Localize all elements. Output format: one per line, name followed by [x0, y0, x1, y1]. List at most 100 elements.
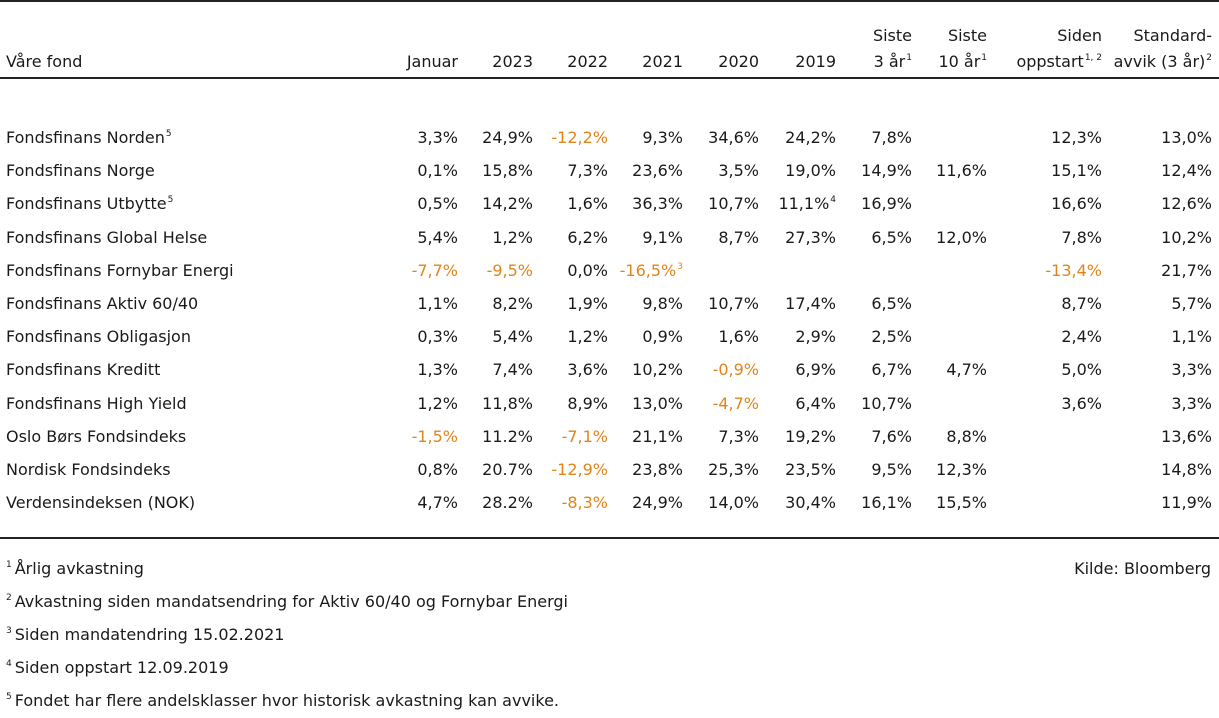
table-cell: 10,2% — [632, 360, 683, 380]
fund-name: Fondsfinans Norden5 — [6, 128, 172, 147]
column-header: 2022 — [567, 52, 608, 71]
table-cell: 23,8% — [632, 460, 683, 479]
table-cell: 7,6% — [871, 426, 912, 446]
table-cell: 21,1% — [632, 426, 683, 446]
table-cell: 1,6% — [567, 194, 608, 214]
column-header: 3 år1 — [873, 52, 912, 71]
table-cell: 1,1% — [1171, 327, 1212, 347]
footnote-ref: 2 — [6, 593, 12, 603]
column-header: Våre fond — [6, 52, 83, 71]
fund-name: Fondsfinans Global Helse — [6, 227, 208, 247]
table-cell: 0,1% — [417, 161, 458, 181]
footnote-text: Fondet har flere andelsklasser hvor hist… — [14, 691, 559, 710]
table-cell: 0,8% — [417, 460, 458, 479]
table-cell: 27,3% — [785, 227, 836, 247]
table-cell: 34,6% — [708, 128, 759, 147]
footnote-ref: 4 — [830, 195, 836, 206]
footnote-ref: 5 — [6, 692, 12, 702]
table-cell: 7,4% — [492, 360, 533, 380]
table-cell: 20.7% — [482, 460, 533, 479]
table-cell: 19,0% — [785, 161, 836, 181]
table-cell: 15,1% — [1051, 161, 1102, 181]
table-cell: 0,9% — [642, 327, 683, 347]
footnote-ref: 1 — [981, 53, 987, 63]
column-header: Standard- — [1133, 26, 1212, 45]
table-cell: 24,2% — [785, 128, 836, 147]
table-cell: 11,6% — [936, 161, 987, 181]
column-header: 10 år1 — [938, 52, 987, 71]
footnote-ref: 4 — [6, 659, 12, 669]
table-cell: 1,9% — [567, 294, 608, 313]
table-cell: 9,5% — [871, 460, 912, 479]
table-cell: 3,3% — [1171, 393, 1212, 413]
table-cell: 6,7% — [871, 360, 912, 380]
table-cell: 10,7% — [861, 393, 912, 413]
table-cell: 10,7% — [708, 194, 759, 214]
table-cell: 7,3% — [567, 161, 608, 181]
table-cell: 8,2% — [492, 294, 533, 313]
table-cell: 8,7% — [1061, 294, 1102, 313]
table-cell: 2,4% — [1061, 327, 1102, 347]
table-cell: -13,4% — [1045, 260, 1102, 280]
table-cell: 3,6% — [1061, 393, 1102, 413]
footnote-text: Avkastning siden mandatsendring for Akti… — [14, 592, 568, 611]
table-cell: 24,9% — [632, 493, 683, 513]
table-cell: 14,2% — [482, 194, 533, 214]
table-cell: 11,9% — [1161, 493, 1212, 513]
table-cell: 6,4% — [795, 393, 836, 413]
table-cell: 14,8% — [1161, 460, 1212, 479]
table-cell: 7,3% — [718, 426, 759, 446]
table-cell: -7,1% — [561, 426, 608, 446]
table-cell: -4,7% — [712, 393, 759, 413]
table-cell: 16,1% — [861, 493, 912, 513]
table-cell: 16,9% — [861, 194, 912, 214]
column-header: oppstart1, 2 — [1016, 52, 1102, 71]
column-header: Siste — [872, 26, 912, 45]
footnote-ref: 5 — [167, 195, 174, 206]
table-cell: 4,7% — [417, 493, 458, 513]
table-cell: 1,3% — [417, 360, 458, 380]
header-rule — [0, 77, 1219, 79]
table-cell: 6,5% — [871, 227, 912, 247]
table-cell: 8,9% — [567, 393, 608, 413]
footnote: 2 Avkastning siden mandatsendring for Akt… — [6, 592, 568, 612]
fund-name: Fondsfinans Norge — [6, 161, 155, 181]
column-header: Siste — [947, 26, 987, 45]
table-cell: 5,4% — [492, 327, 533, 347]
table-cell: 19,2% — [785, 426, 836, 446]
column-header: Januar — [406, 52, 458, 71]
table-cell: 12,3% — [936, 460, 987, 479]
table-cell: 15,8% — [482, 161, 533, 181]
table-cell: 3,6% — [567, 360, 608, 380]
column-header: 2019 — [795, 52, 836, 71]
footnote-text: Siden oppstart 12.09.2019 — [14, 658, 229, 677]
table-cell: 1,2% — [492, 227, 533, 247]
table-cell: 3,5% — [718, 161, 759, 181]
source-note: Kilde: Bloomberg — [1074, 559, 1211, 578]
table-cell: 1,6% — [718, 327, 759, 347]
table-cell: 5,0% — [1061, 360, 1102, 380]
column-header: 2021 — [642, 52, 683, 71]
footnote-text: Årlig avkastning — [14, 559, 144, 578]
table-cell: -8,3% — [561, 493, 608, 513]
table-cell: 23,6% — [632, 161, 683, 181]
table-cell: 1,2% — [417, 393, 458, 413]
table-cell: 0,0% — [567, 260, 608, 280]
table-cell: 0,5% — [417, 194, 458, 214]
footnote-ref: 1 — [6, 560, 12, 570]
table-cell: 15,5% — [936, 493, 987, 513]
table-cell: 6,5% — [871, 294, 912, 313]
table-cell: 12,0% — [936, 227, 987, 247]
table-cell: 2,5% — [871, 327, 912, 347]
column-header: 2023 — [492, 52, 533, 71]
table-cell: 6,2% — [567, 227, 608, 247]
table-cell: 1,2% — [567, 327, 608, 347]
table-cell: 7,8% — [871, 128, 912, 147]
table-cell: 21,7% — [1161, 260, 1212, 280]
table-cell: 5,7% — [1171, 294, 1212, 313]
fund-name: Nordisk Fondsindeks — [6, 460, 171, 479]
footnote-ref: 1 — [906, 53, 912, 63]
fund-name: Fondsfinans Kreditt — [6, 360, 161, 380]
table-cell: -7,7% — [411, 260, 458, 280]
footnote: 1 Årlig avkastning — [6, 559, 144, 579]
